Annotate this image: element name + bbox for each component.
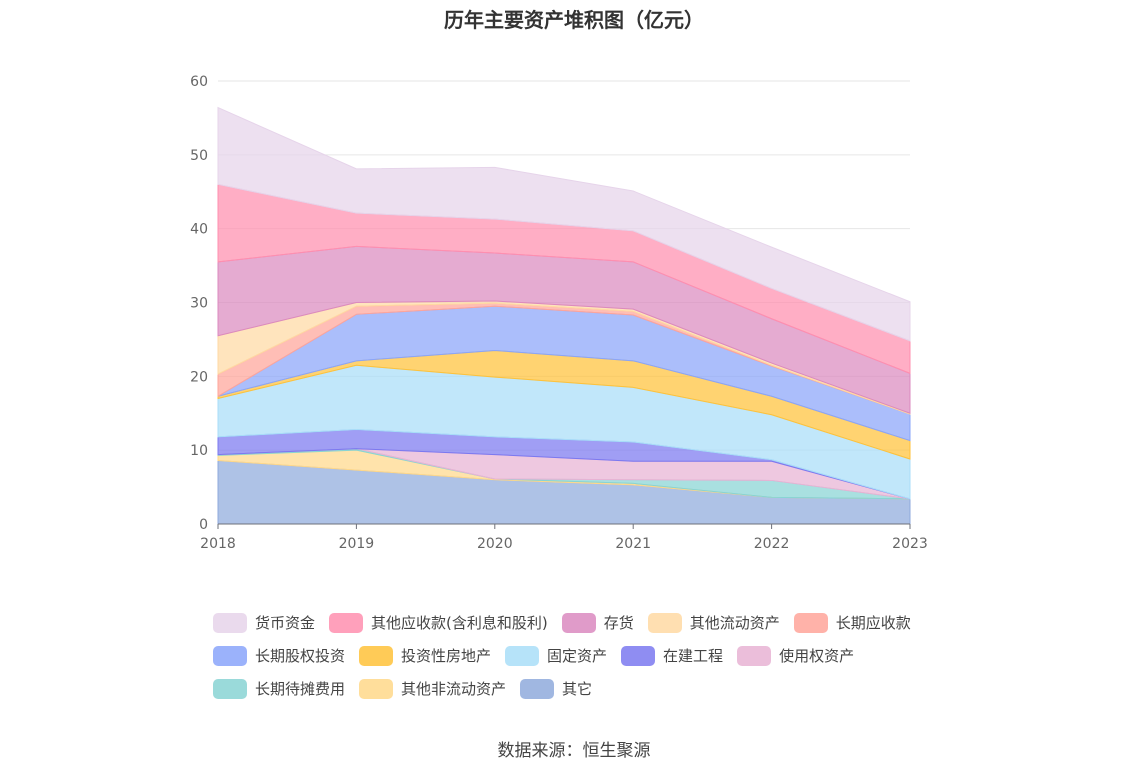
legend-swatch (520, 678, 555, 699)
x-tick-label: 2020 (477, 536, 513, 552)
legend-label: 货币资金 (255, 614, 316, 632)
x-tick-label: 2018 (200, 536, 236, 552)
x-tick-label: 2022 (754, 536, 790, 552)
legend-item[interactable]: 货币资金 (213, 612, 315, 633)
legend-label: 使用权资产 (779, 647, 855, 665)
legend-item[interactable]: 其他流动资产 (647, 612, 780, 633)
area-layer (217, 106, 911, 525)
legend-swatch (213, 678, 247, 699)
legend-item[interactable]: 其他非流动资产 (359, 678, 506, 699)
legend-label: 其他非流动资产 (401, 680, 507, 698)
y-tick-label: 30 (190, 296, 208, 312)
source-note: 数据来源：恒生聚源 (497, 741, 651, 761)
legend-item[interactable]: 使用权资产 (737, 645, 854, 666)
legend-row: 长期待摊费用 其他非流动资产 其它 (213, 672, 973, 705)
y-tick-label: 0 (199, 517, 208, 533)
legend-item[interactable]: 固定资产 (505, 645, 607, 666)
legend-label: 其他应收款(含利息和股利) (371, 614, 548, 632)
y-tick-label: 60 (190, 74, 208, 90)
legend-swatch (359, 645, 394, 666)
legend-item[interactable]: 其它 (520, 678, 592, 699)
legend-label: 固定资产 (547, 647, 608, 665)
legend-swatch (737, 645, 772, 666)
legend-item[interactable]: 长期待摊费用 (213, 678, 345, 699)
axis-layer: 0 10 20 30 40 50 60 2018 2019 2020 2021 2022 2023 (190, 74, 928, 552)
legend-swatch (329, 612, 364, 633)
x-tick-label: 2021 (615, 536, 651, 552)
legend-label: 长期股权投资 (255, 647, 346, 665)
legend-label: 长期应收款 (835, 614, 911, 632)
legend-item[interactable]: 在建工程 (621, 645, 723, 666)
stacked-area-chart: 0 10 20 30 40 50 60 2018 2019 2020 2021 2022 2023 (190, 74, 928, 552)
y-tick-label: 40 (190, 222, 208, 238)
legend-row: 长期股权投资 投资性房地产 固定资产 在建工程 使用权资产 (213, 639, 973, 672)
legend-swatch (213, 645, 247, 666)
chart-title: 历年主要资产堆积图（亿元） (444, 8, 704, 32)
legend: 货币资金 其他应收款(含利息和股利) 存货 其他流动资产 长期应收款长期股权投资 投资性房… (213, 606, 973, 705)
legend-swatch (793, 612, 828, 633)
legend-swatch (621, 645, 656, 666)
legend-label: 投资性房地产 (401, 647, 492, 665)
y-tick-label: 20 (190, 369, 208, 385)
legend-label: 在建工程 (663, 647, 724, 665)
legend-item[interactable]: 长期应收款 (793, 612, 911, 633)
y-tick-label: 50 (190, 148, 208, 164)
x-tick-label: 2019 (339, 536, 375, 552)
legend-item[interactable]: 其他应收款(含利息和股利) (329, 612, 548, 633)
legend-item[interactable]: 长期股权投资 (213, 645, 345, 666)
area-series-12 (217, 106, 911, 342)
legend-swatch (213, 612, 247, 633)
legend-swatch (647, 612, 682, 633)
legend-label: 其他流动资产 (689, 614, 780, 632)
legend-swatch (561, 612, 596, 633)
legend-row: 货币资金 其他应收款(含利息和股利) 存货 其他流动资产 长期应收款 (213, 606, 973, 639)
legend-swatch (359, 678, 394, 699)
y-tick-label: 10 (190, 443, 208, 459)
legend-item[interactable]: 存货 (561, 612, 634, 633)
legend-swatch (505, 645, 540, 666)
legend-label: 长期待摊费用 (255, 680, 346, 698)
legend-item[interactable]: 投资性房地产 (359, 645, 491, 666)
x-tick-label: 2023 (892, 536, 928, 552)
legend-label: 其它 (562, 680, 593, 698)
legend-label: 存货 (603, 614, 634, 632)
